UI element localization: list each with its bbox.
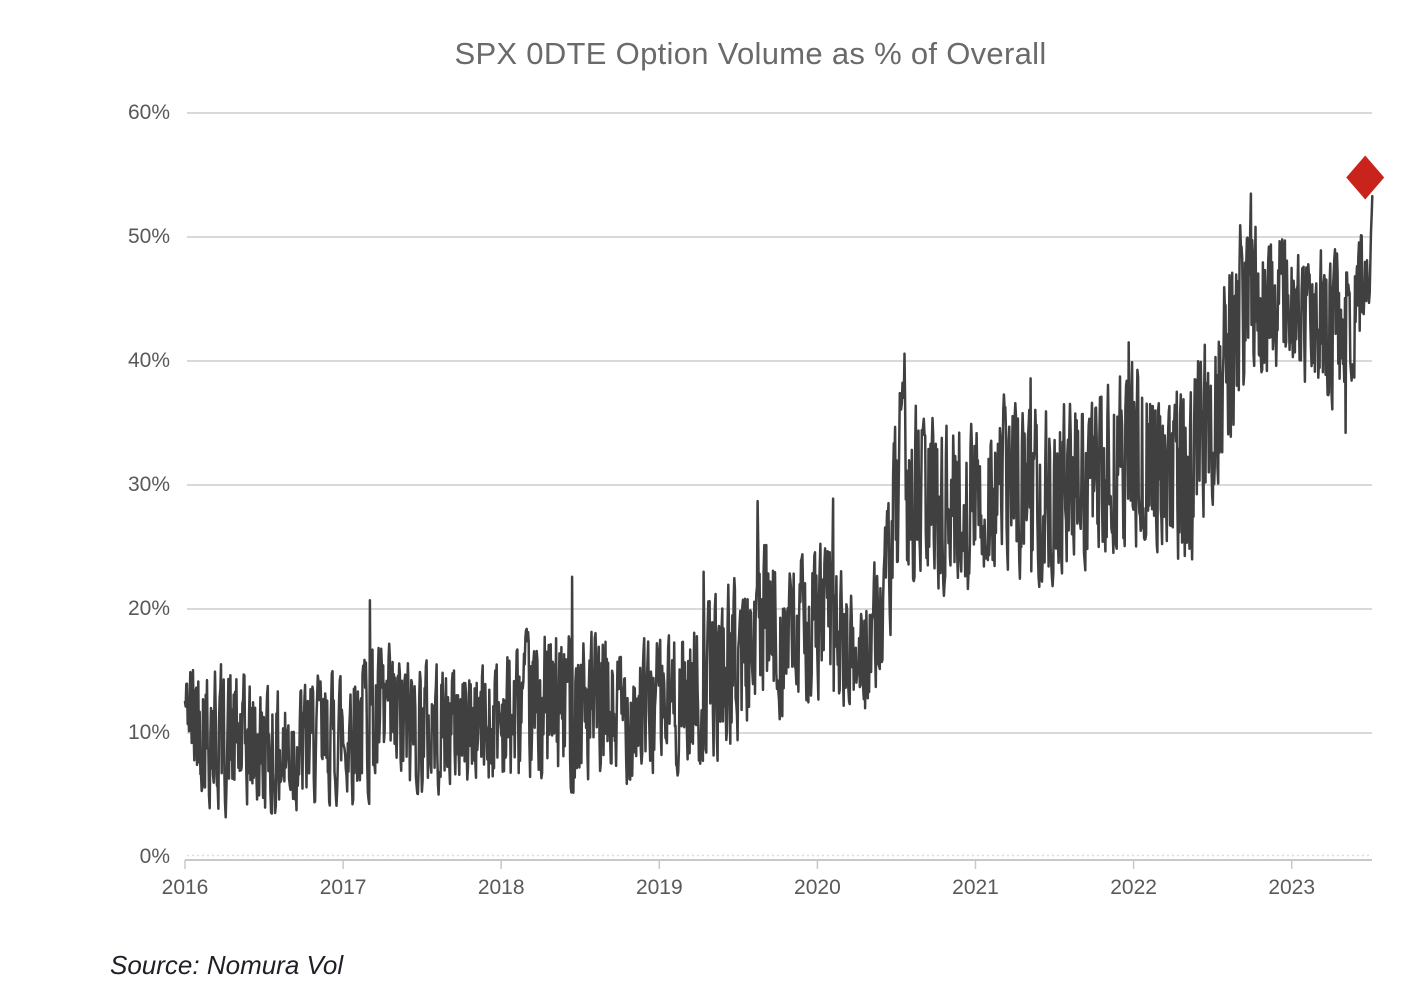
x-tick-label: 2023	[1268, 876, 1316, 899]
x-tick-label: 2019	[635, 876, 683, 899]
volume-line-series	[183, 192, 1374, 819]
y-tick-label: 30%	[127, 473, 170, 496]
x-tick-label: 2018	[477, 876, 525, 899]
y-tick-label: 60%	[127, 101, 170, 124]
chart-title: SPX 0DTE Option Volume as % of Overall	[454, 36, 1047, 71]
y-tick-label: 0%	[139, 845, 170, 868]
latest-value-diamond-marker	[1346, 155, 1385, 200]
x-tick-label: 2016	[161, 876, 209, 899]
source-note: Source: Nomura Vol	[110, 950, 344, 980]
y-tick-label: 20%	[127, 597, 170, 620]
y-tick-label: 50%	[127, 225, 170, 248]
y-tick-label: 10%	[127, 721, 170, 744]
x-tick-label: 2022	[1110, 876, 1157, 899]
y-tick-label: 40%	[127, 349, 170, 372]
x-tick-label: 2021	[952, 876, 999, 899]
x-tick-label: 2017	[319, 876, 367, 899]
x-tick-label: 2020	[794, 876, 841, 899]
